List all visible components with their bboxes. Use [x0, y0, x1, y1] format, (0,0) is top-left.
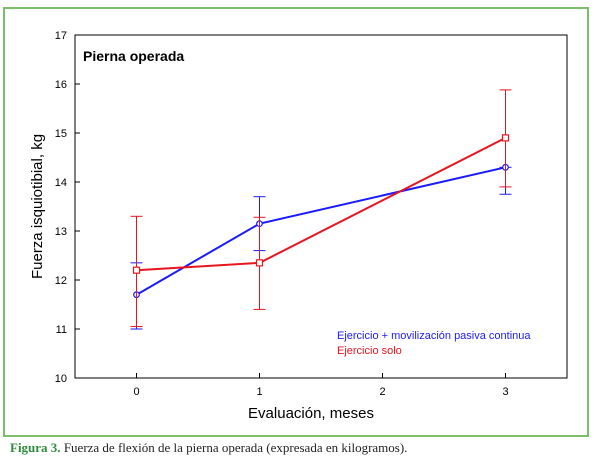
series-line	[136, 137, 506, 272]
caption-text: Fuerza de flexión de la pierna operada (…	[60, 440, 408, 455]
x-tick-label: 1	[256, 386, 262, 398]
y-tick-label: 14	[55, 177, 67, 189]
y-tick-label: 15	[55, 128, 67, 140]
y-tick-label: 12	[55, 275, 67, 287]
data-point	[501, 134, 510, 142]
chart-title: Pierna operada	[83, 48, 184, 64]
x-tick-label: 3	[502, 386, 508, 398]
figure-frame	[3, 7, 589, 437]
legend-entry: Ejercicio solo	[337, 345, 402, 357]
y-tick-label: 11	[56, 324, 67, 336]
legend-entry: Ejercicio + movilización pasiva continua	[337, 330, 531, 342]
x-axis-title: Evaluación, meses	[248, 405, 374, 422]
data-point	[255, 259, 264, 267]
y-tick-label: 13	[55, 226, 67, 238]
plot-area	[74, 34, 568, 379]
x-tick-label: 0	[133, 386, 139, 398]
data-point	[132, 266, 141, 274]
caption-label: Figura 3.	[10, 440, 61, 455]
y-tick-label: 17	[55, 30, 67, 42]
y-tick-label: 16	[55, 79, 67, 91]
y-axis-title: Fuerza isquiotibial, kg	[29, 134, 46, 279]
x-tick-label: 2	[379, 386, 385, 398]
figure-caption: Figura 3. Fuerza de flexión de la pierna…	[10, 440, 590, 456]
y-tick-label: 10	[55, 373, 67, 385]
